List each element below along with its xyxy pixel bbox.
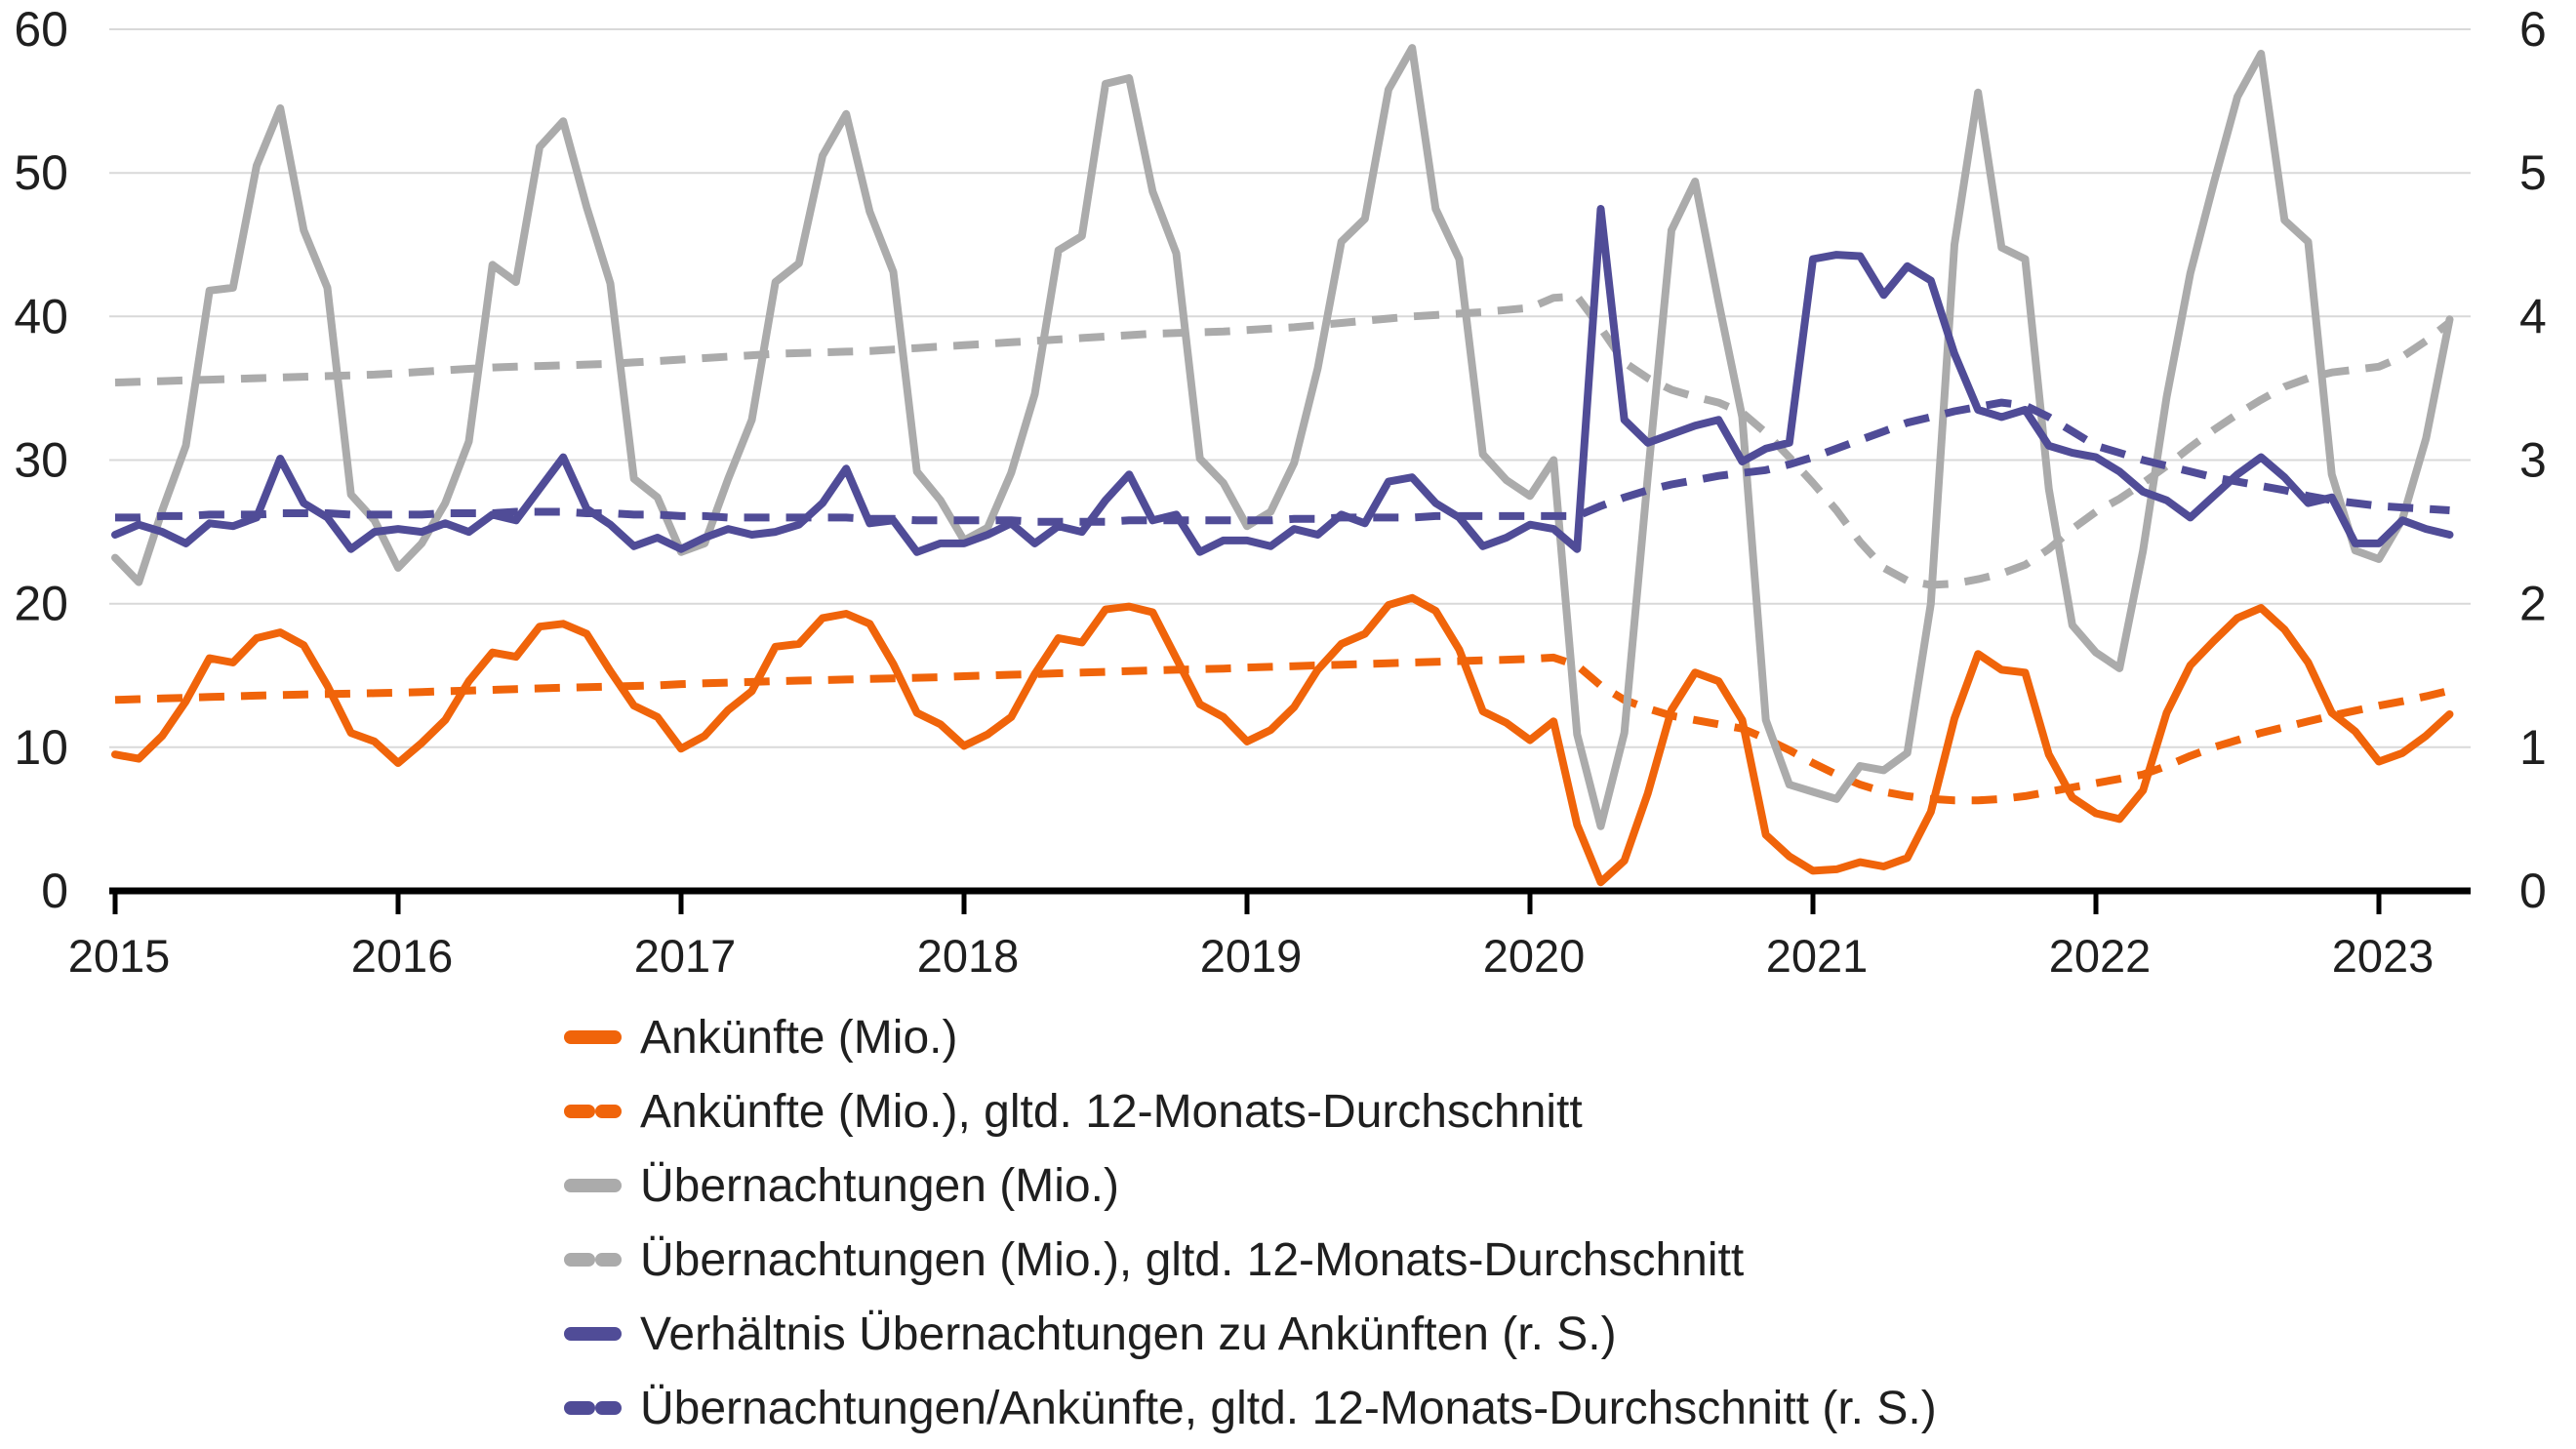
legend-item-arrivals-avg-12m: Ankünfte (Mio.), gltd. 12-Monats-Durchsc…: [564, 1086, 1583, 1138]
y-axis-left-label: 50: [14, 145, 68, 200]
y-axis-right-label: 6: [2519, 2, 2547, 57]
y-axis-left-label: 30: [14, 433, 68, 488]
y-axis-right-label: 1: [2519, 720, 2547, 775]
legend-label-overnights: Übernachtungen (Mio.): [640, 1160, 1119, 1212]
legend-label-ratio-avg-12m: Übernachtungen/Ankünfte, gltd. 12-Monats…: [640, 1383, 1937, 1434]
legend-item-overnights-avg-12m: Übernachtungen (Mio.), gltd. 12-Monats-D…: [564, 1234, 1744, 1286]
y-axis-left-label: 0: [41, 864, 68, 918]
series-line-overnights: [111, 44, 2454, 830]
y-axis-left-label: 40: [14, 289, 68, 343]
series-line-ratio-avg-12m: [115, 398, 2450, 526]
x-axis-year-label: 2019: [1200, 930, 1303, 982]
legend-item-ratio-avg-12m: Übernachtungen/Ankünfte, gltd. 12-Monats…: [564, 1383, 1937, 1434]
legend-label-ratio: Verhältnis Übernachtungen zu Ankünften (…: [640, 1308, 1617, 1360]
x-axis-year-label: 2022: [2049, 930, 2152, 982]
legend-label-arrivals-avg-12m: Ankünfte (Mio.), gltd. 12-Monats-Durchsc…: [640, 1086, 1583, 1138]
y-axis-right-label: 4: [2519, 289, 2547, 343]
series-line-ratio: [111, 205, 2454, 556]
y-axis-left-label: 60: [14, 2, 68, 57]
series-line-arrivals: [111, 593, 2454, 887]
y-axis-right-label: 2: [2519, 577, 2547, 631]
legend-item-arrivals: Ankünfte (Mio.): [564, 1012, 957, 1064]
x-axis-year-label: 2020: [1483, 930, 1586, 982]
y-axis-right-label: 3: [2519, 433, 2547, 488]
legend-item-ratio: Verhältnis Übernachtungen zu Ankünften (…: [564, 1308, 1617, 1360]
x-axis-year-label: 2021: [1766, 930, 1869, 982]
legend-label-overnights-avg-12m: Übernachtungen (Mio.), gltd. 12-Monats-D…: [640, 1234, 1744, 1286]
x-axis-year-label: 2016: [351, 930, 454, 982]
x-axis-year-label: 2018: [917, 930, 1020, 982]
series-line-arrivals-avg-12m: [114, 653, 2451, 805]
x-axis-year-label: 2017: [634, 930, 737, 982]
y-axis-right-label: 0: [2519, 864, 2547, 918]
legend-label-arrivals: Ankünfte (Mio.): [640, 1012, 957, 1064]
series-line-overnights-avg-12m: [114, 292, 2452, 589]
x-axis-year-label: 2015: [68, 930, 171, 982]
x-axis-year-label: 2023: [2332, 930, 2435, 982]
y-axis-left-label: 10: [14, 720, 68, 775]
y-axis-left-label: 20: [14, 577, 68, 631]
legend-item-overnights: Übernachtungen (Mio.): [564, 1160, 1119, 1212]
y-axis-right-label: 5: [2519, 145, 2547, 200]
